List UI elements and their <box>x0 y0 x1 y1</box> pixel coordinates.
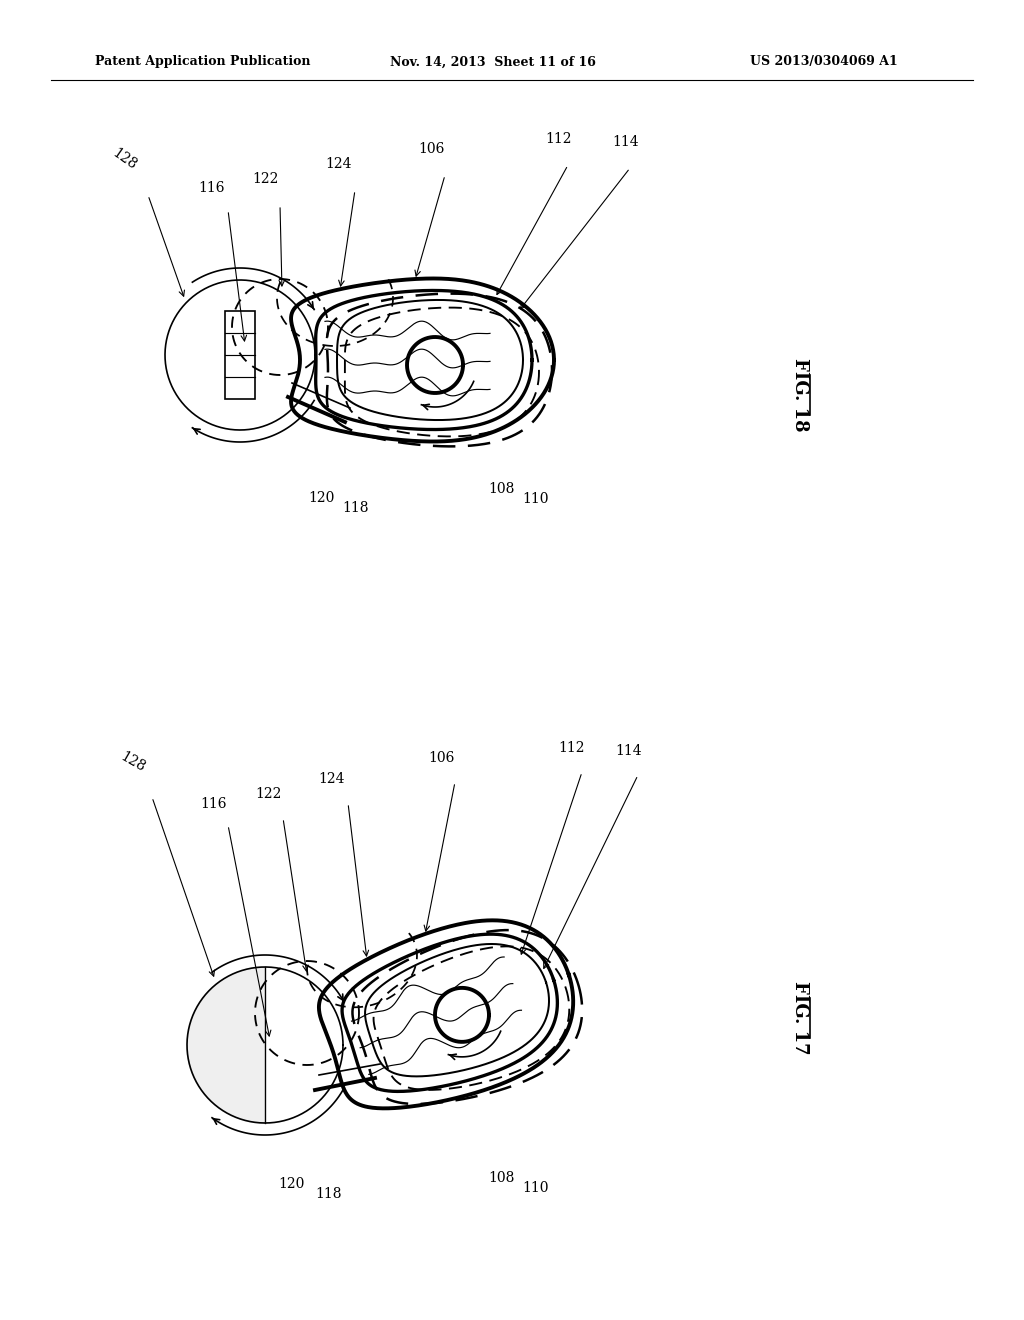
Text: 128: 128 <box>110 147 139 173</box>
Text: 122: 122 <box>255 787 282 801</box>
Text: 116: 116 <box>200 797 226 810</box>
Text: 118: 118 <box>342 502 369 515</box>
Text: 116: 116 <box>198 181 224 195</box>
Text: Patent Application Publication: Patent Application Publication <box>95 55 310 69</box>
Text: 114: 114 <box>615 744 642 758</box>
Text: US 2013/0304069 A1: US 2013/0304069 A1 <box>750 55 898 69</box>
Text: 106: 106 <box>418 143 444 156</box>
Text: 120: 120 <box>308 491 335 506</box>
Text: 108: 108 <box>488 1171 514 1185</box>
Text: 112: 112 <box>558 741 585 755</box>
Text: 122: 122 <box>252 172 279 186</box>
Text: 120: 120 <box>278 1177 304 1191</box>
Text: 118: 118 <box>315 1187 341 1201</box>
Text: 110: 110 <box>522 1181 549 1195</box>
Bar <box>225 312 255 399</box>
Text: Nov. 14, 2013  Sheet 11 of 16: Nov. 14, 2013 Sheet 11 of 16 <box>390 55 596 69</box>
Text: FIG. 18: FIG. 18 <box>791 358 809 432</box>
Text: 108: 108 <box>488 482 514 496</box>
Text: 128: 128 <box>118 750 147 775</box>
Text: FIG. 17: FIG. 17 <box>791 981 809 1055</box>
Text: 114: 114 <box>612 135 639 149</box>
Text: 112: 112 <box>545 132 571 147</box>
Text: 124: 124 <box>318 772 344 785</box>
Text: 106: 106 <box>428 751 455 766</box>
Text: 110: 110 <box>522 492 549 506</box>
Wedge shape <box>187 968 265 1123</box>
Text: 124: 124 <box>325 157 351 172</box>
